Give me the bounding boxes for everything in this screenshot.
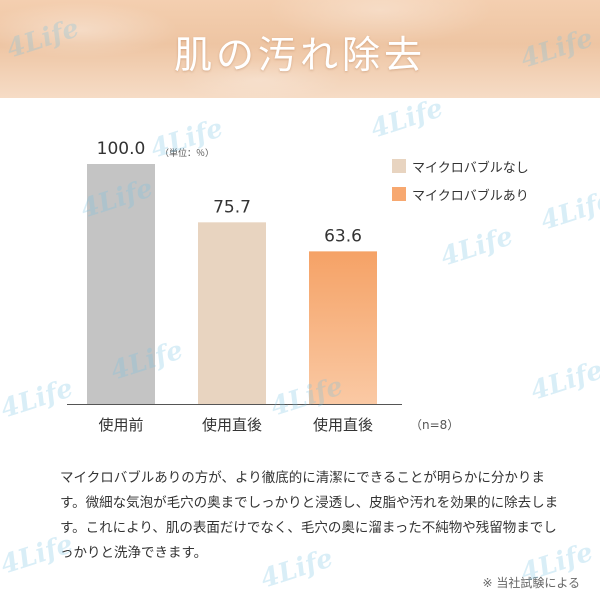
footnote: ※ 当社試験による (482, 576, 580, 590)
bar-chart-canvas: 100.0 使用前 75.7 使用直後 63.6 使用直後 (67, 139, 402, 434)
legend-swatch-no-bubble (392, 159, 406, 173)
bar-value-label-1: 100.0 (97, 139, 146, 159)
bar-2 (198, 222, 266, 404)
title-banner: 肌の汚れ除去 (0, 0, 600, 98)
legend-item-no-bubble: マイクロバブルなし (392, 152, 529, 180)
legend-item-bubble: マイクロバブルあり (392, 180, 529, 208)
bar-1 (87, 164, 155, 404)
description-text: マイクロバブルありの方が、より徹底的に清潔にできることが明らかに分かります。微細… (60, 470, 559, 561)
chart-legend: マイクロバブルなし マイクロバブルあり (392, 152, 529, 208)
bar-3 (309, 251, 377, 404)
bar-value-label-3: 63.6 (324, 226, 362, 246)
page-title: 肌の汚れ除去 (173, 33, 426, 77)
category-label-3: 使用直後 (313, 416, 373, 434)
category-label-2: 使用直後 (202, 416, 262, 434)
bar-value-label-2: 75.7 (213, 197, 251, 217)
legend-swatch-bubble (392, 187, 406, 201)
legend-label-no-bubble: マイクロバブルなし (412, 160, 529, 176)
legend-label-bubble: マイクロバブルあり (412, 188, 529, 204)
category-label-1: 使用前 (98, 416, 143, 434)
bar-chart: 100.0 使用前 75.7 使用直後 63.6 使用直後 (0, 98, 600, 458)
unit-note: （単位：％） (160, 149, 215, 159)
sample-size-note: （n=8） (410, 418, 460, 432)
